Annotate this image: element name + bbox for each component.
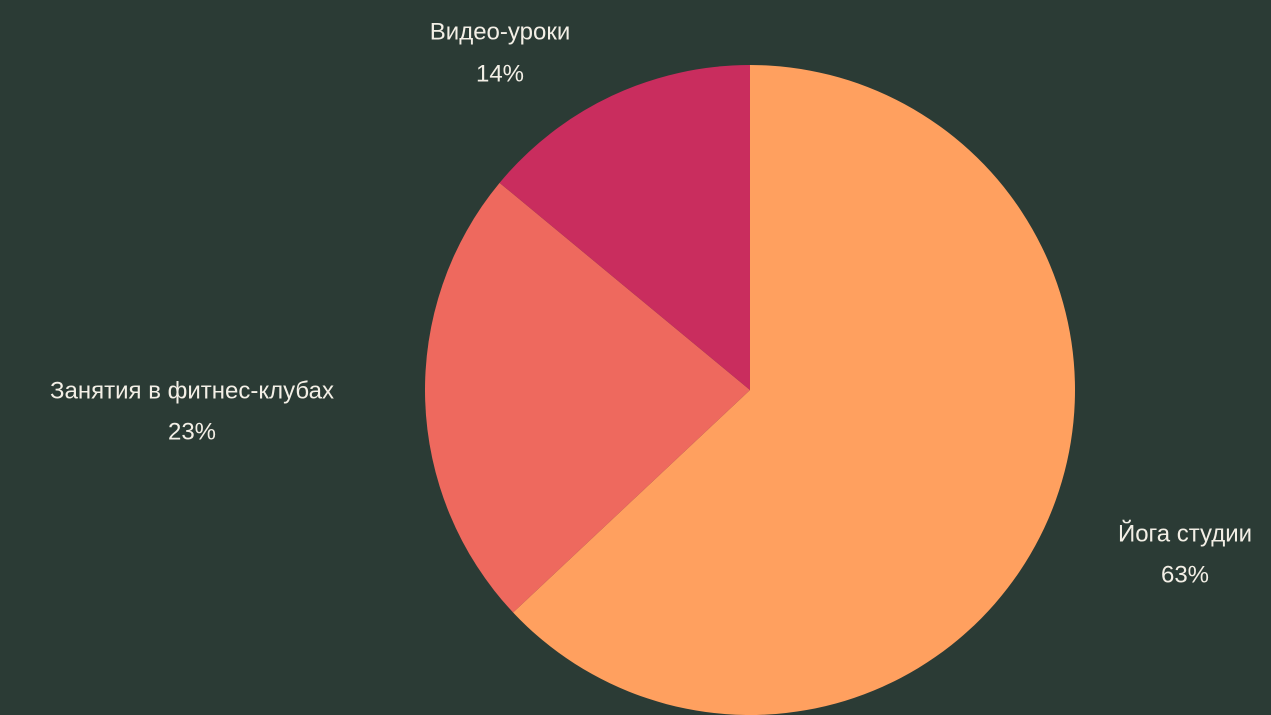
slice-label-1: Йога студии bbox=[1118, 519, 1252, 547]
slice-percent-3: 14% bbox=[476, 60, 524, 87]
slice-percent-2: 23% bbox=[168, 418, 216, 445]
pie-slice-3 bbox=[499, 65, 750, 390]
slice-label-2: Занятия в фитнес-клубах bbox=[50, 377, 334, 404]
slice-percent-1: 63% bbox=[1161, 561, 1209, 588]
slice-label-3: Видео-уроки bbox=[430, 18, 570, 45]
pie-slice-2 bbox=[425, 182, 750, 613]
pie-slice-1 bbox=[513, 65, 1076, 715]
